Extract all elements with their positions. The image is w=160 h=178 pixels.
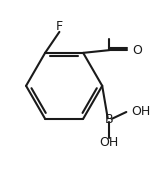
Text: OH: OH bbox=[131, 106, 150, 119]
Text: OH: OH bbox=[100, 136, 119, 149]
Text: F: F bbox=[56, 20, 63, 33]
Text: O: O bbox=[132, 44, 142, 57]
Text: B: B bbox=[105, 113, 114, 126]
